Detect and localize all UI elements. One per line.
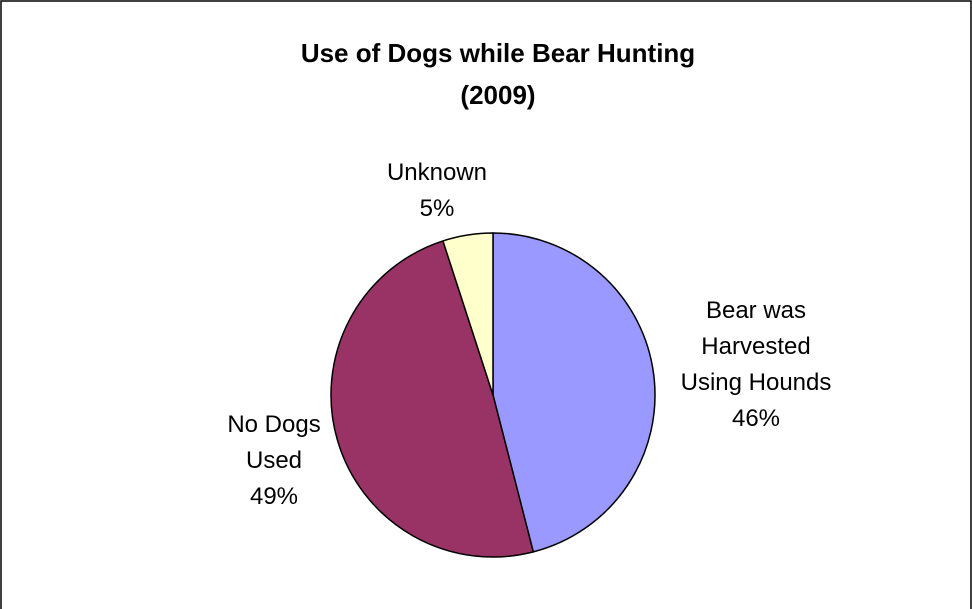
chart-title-line-1: Use of Dogs while Bear Hunting [301,38,695,68]
pie-labels: Bear was Harvested Using Hounds 46% No Dogs U… [227,159,831,510]
chart-title-line-2: (2009) [460,80,535,110]
pie-slice-0-label-line-2: Using Hounds [681,369,832,396]
pie-slice-1 [330,239,535,558]
pie-slice-0 [492,232,656,553]
pie-slice-2-percent: 5% [420,195,455,222]
pie-slice-2-label-line-0: Unknown [387,159,487,186]
pie-slice-1-percent: 49% [250,483,298,510]
pie-slice-0-label-line-0: Bear was [706,297,806,324]
pie-slice-1-label-line-0: No Dogs [227,411,320,438]
pie-slice-2 [441,232,494,396]
pie-slice-0-label-line-1: Harvested [701,333,810,360]
pie-slice-0-percent: 46% [732,405,780,432]
pie-slices [330,232,656,558]
pie-slice-1-label-line-1: Used [246,447,302,474]
